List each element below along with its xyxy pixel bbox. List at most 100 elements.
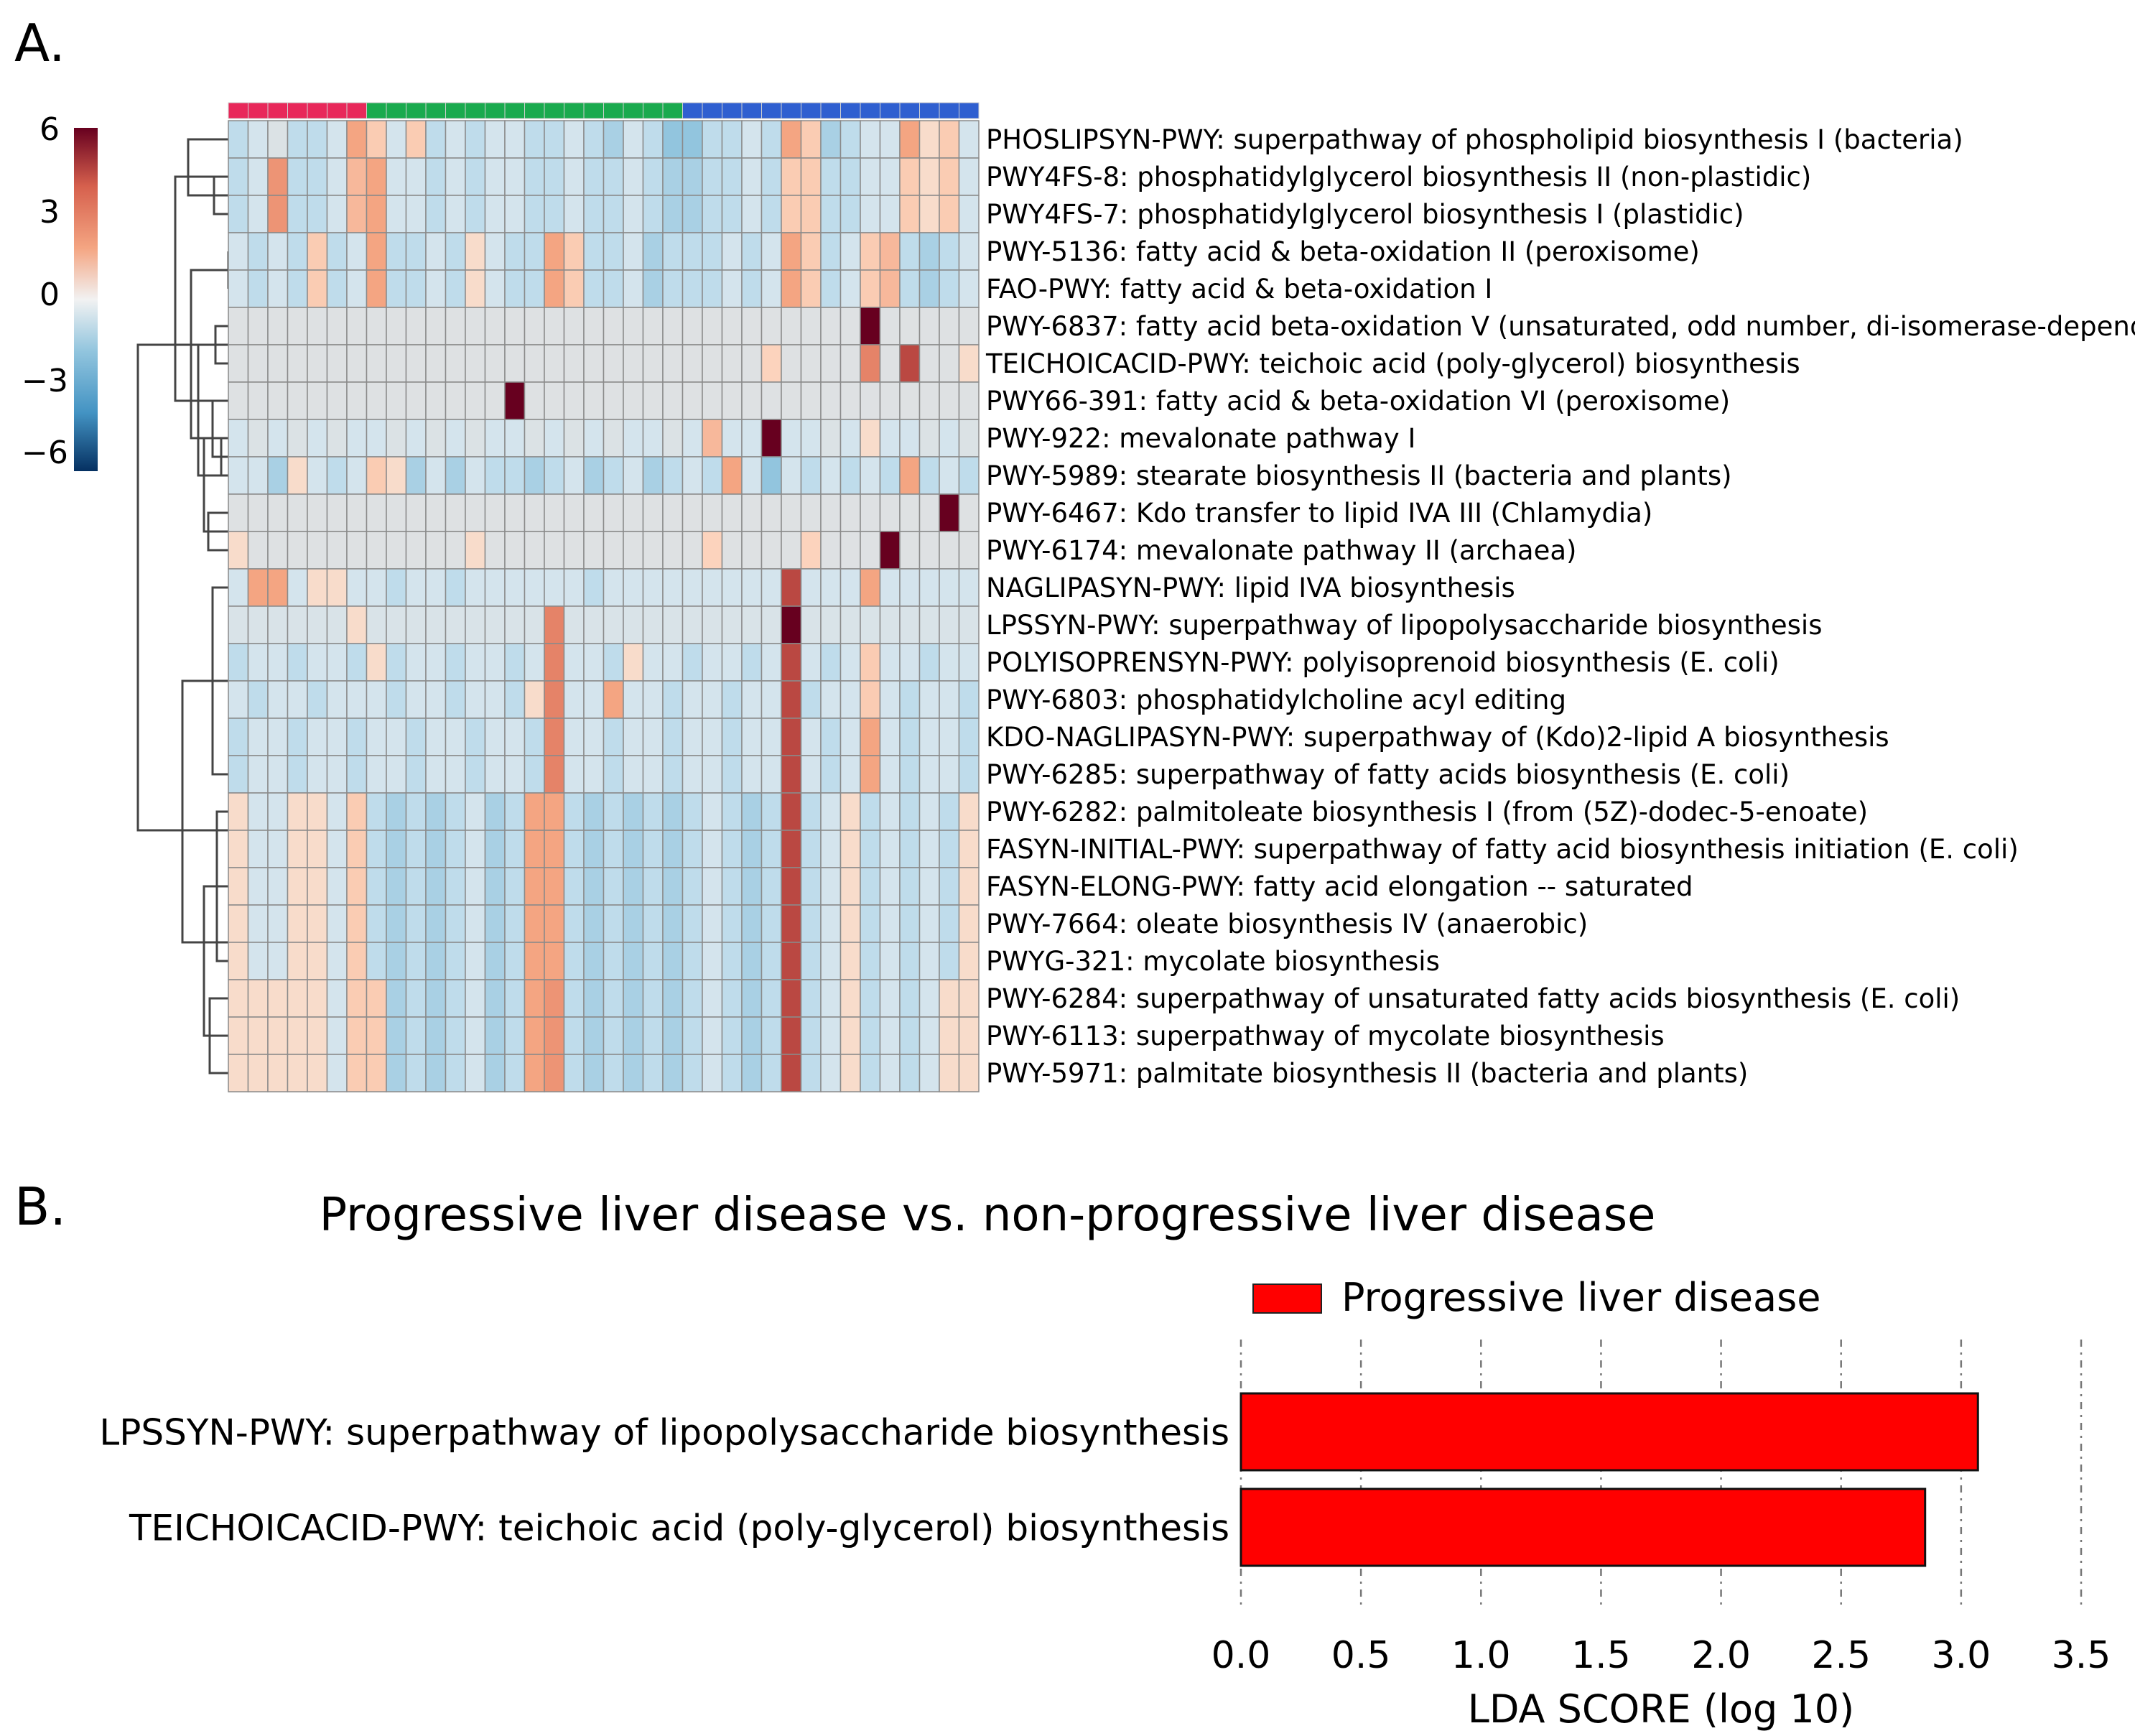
heatmap-cell (287, 531, 308, 570)
heatmap-cell (366, 718, 387, 756)
heatmap-cell (860, 605, 881, 644)
heatmap-cell (524, 120, 545, 159)
heatmap-cell (820, 643, 842, 682)
heatmap-cell (918, 195, 940, 233)
heatmap-cell (702, 718, 723, 756)
legend-swatch (1252, 1284, 1322, 1314)
heatmap-cell (524, 568, 545, 607)
heatmap-cell (820, 680, 842, 719)
heatmap-cell (918, 1054, 940, 1092)
heatmap-cell (405, 680, 427, 719)
heatmap-cell (820, 531, 842, 570)
heatmap-cell (544, 830, 565, 868)
heatmap-cell (287, 1054, 308, 1092)
heatmap-cell (287, 269, 308, 308)
heatmap-cell (642, 643, 664, 682)
heatmap-cell (741, 195, 763, 233)
heatmap-cell (405, 605, 427, 644)
heatmap-cell (228, 307, 249, 345)
heatmap-cell (524, 381, 545, 420)
heatmap-cell (287, 568, 308, 607)
heatmap-row-label: TEICHOICACID-PWY: teichoic acid (poly-gl… (985, 348, 1800, 379)
heatmap-cell (307, 942, 328, 980)
heatmap-cell (346, 456, 368, 495)
heatmap-cell (307, 307, 328, 345)
heatmap-cell (346, 605, 368, 644)
heatmap-cell (662, 979, 684, 1018)
heatmap-cell (918, 830, 940, 868)
heatmap-cell (820, 792, 842, 831)
heatmap-cell (346, 269, 368, 308)
heatmap-cell (702, 867, 723, 906)
heatmap-cell (781, 680, 802, 719)
heatmap-cell (879, 718, 901, 756)
heatmap-cell (820, 157, 842, 196)
heatmap-cell (879, 493, 901, 532)
heatmap-cell (860, 195, 881, 233)
heatmap-cell (800, 680, 822, 719)
heatmap-cell (603, 979, 624, 1018)
heatmap-cell (682, 867, 703, 906)
heatmap-cell (326, 830, 348, 868)
heatmap-cell (366, 344, 387, 383)
heatmap-cell (958, 381, 980, 420)
heatmap-cell (524, 419, 545, 458)
heatmap-cell (267, 605, 289, 644)
heatmap-cell (939, 942, 960, 980)
heatmap-cell (247, 568, 269, 607)
heatmap-cell (484, 456, 506, 495)
heatmap-cell (939, 157, 960, 196)
heatmap-cell (860, 718, 881, 756)
heatmap-cell (563, 157, 585, 196)
heatmap-cell (800, 605, 822, 644)
heatmap-cell (267, 643, 289, 682)
heatmap-cell (918, 568, 940, 607)
heatmap-cell (326, 307, 348, 345)
heatmap-cell (484, 867, 506, 906)
heatmap-cell (760, 269, 782, 308)
group-annotation-cell (741, 102, 762, 119)
heatmap-cell (702, 605, 723, 644)
heatmap-row-labels: PHOSLIPSYN-PWY: superpathway of phosphol… (985, 124, 2135, 1089)
heatmap-cell (563, 643, 585, 682)
heatmap-cell (741, 232, 763, 271)
heatmap-cell (544, 904, 565, 943)
heatmap-cell (623, 493, 644, 532)
heatmap-cell (682, 307, 703, 345)
heatmap-cell (307, 680, 328, 719)
heatmap-cell (465, 979, 486, 1018)
heatmap-cell (721, 419, 743, 458)
heatmap-cell (405, 979, 427, 1018)
group-annotation-cell (583, 102, 604, 119)
heatmap-cell (879, 867, 901, 906)
heatmap-cell (958, 904, 980, 943)
heatmap-cell (800, 419, 822, 458)
heatmap-cell (465, 1016, 486, 1055)
heatmap-cell (583, 381, 605, 420)
heatmap-cell (662, 269, 684, 308)
heatmap-cell (939, 344, 960, 383)
heatmap-cell (918, 419, 940, 458)
heatmap-cell (721, 157, 743, 196)
heatmap-cell (563, 269, 585, 308)
heatmap-cell (287, 605, 308, 644)
heatmap-cell (247, 344, 269, 383)
heatmap-cell (366, 830, 387, 868)
heatmap-cell (405, 157, 427, 196)
heatmap-cell (465, 830, 486, 868)
heatmap-cell (386, 755, 407, 794)
heatmap-cell (524, 531, 545, 570)
heatmap-cell (918, 942, 940, 980)
heatmap-cell (879, 1016, 901, 1055)
heatmap-cell (781, 1054, 802, 1092)
heatmap-cell (839, 269, 861, 308)
heatmap-cell (425, 381, 447, 420)
heatmap-cell (682, 157, 703, 196)
heatmap-cell (603, 456, 624, 495)
heatmap-cell (484, 680, 506, 719)
heatmap-cell (583, 157, 605, 196)
heatmap-cell (702, 120, 723, 159)
heatmap-cell (247, 830, 269, 868)
heatmap-cell (721, 493, 743, 532)
heatmap-cell (307, 1016, 328, 1055)
